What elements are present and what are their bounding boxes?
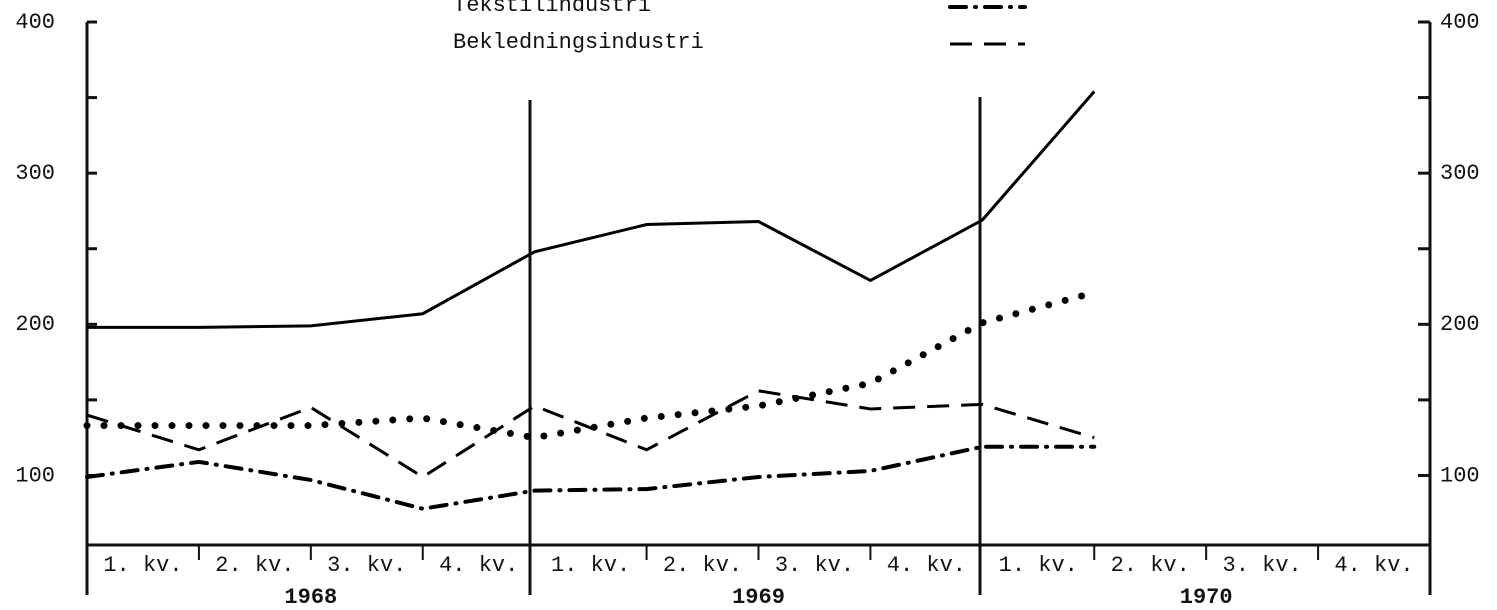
- y-tick-label: 300: [1440, 161, 1480, 186]
- x-tick-label: 3. kv.: [327, 553, 406, 578]
- x-tick-label: 4. kv.: [439, 553, 518, 578]
- year-label: 1969: [732, 585, 785, 610]
- year-label: 1968: [284, 585, 337, 610]
- y-tick-label: 100: [15, 463, 55, 488]
- x-tick-label: 3. kv.: [775, 553, 854, 578]
- x-tick-label: 2. kv.: [663, 553, 742, 578]
- y-tick-label: 400: [1440, 10, 1480, 35]
- y-tick-label: 200: [15, 312, 55, 337]
- x-tick-label: 3. kv.: [1223, 553, 1302, 578]
- x-tick-label: 1. kv.: [999, 553, 1078, 578]
- y-tick-label: 400: [15, 10, 55, 35]
- series-line: [85, 444, 1097, 511]
- legend-label: Bekledningsindustri: [453, 30, 704, 55]
- legend-label: Tekstilindustri: [453, 0, 651, 18]
- series-line: [87, 90, 1096, 329]
- y-tick-label: 200: [1440, 312, 1480, 337]
- y-tick-label: 300: [15, 161, 55, 186]
- series-line: [86, 389, 1095, 479]
- series-line: [83, 289, 1098, 442]
- x-tick-label: 2. kv.: [215, 553, 294, 578]
- x-tick-label: 2. kv.: [1111, 553, 1190, 578]
- x-tick-label: 1. kv.: [551, 553, 630, 578]
- x-tick-label: 4. kv.: [887, 553, 966, 578]
- year-label: 1970: [1180, 585, 1233, 610]
- y-tick-label: 100: [1440, 463, 1480, 488]
- x-tick-label: 4. kv.: [1334, 553, 1413, 578]
- x-tick-label: 1. kv.: [103, 553, 182, 578]
